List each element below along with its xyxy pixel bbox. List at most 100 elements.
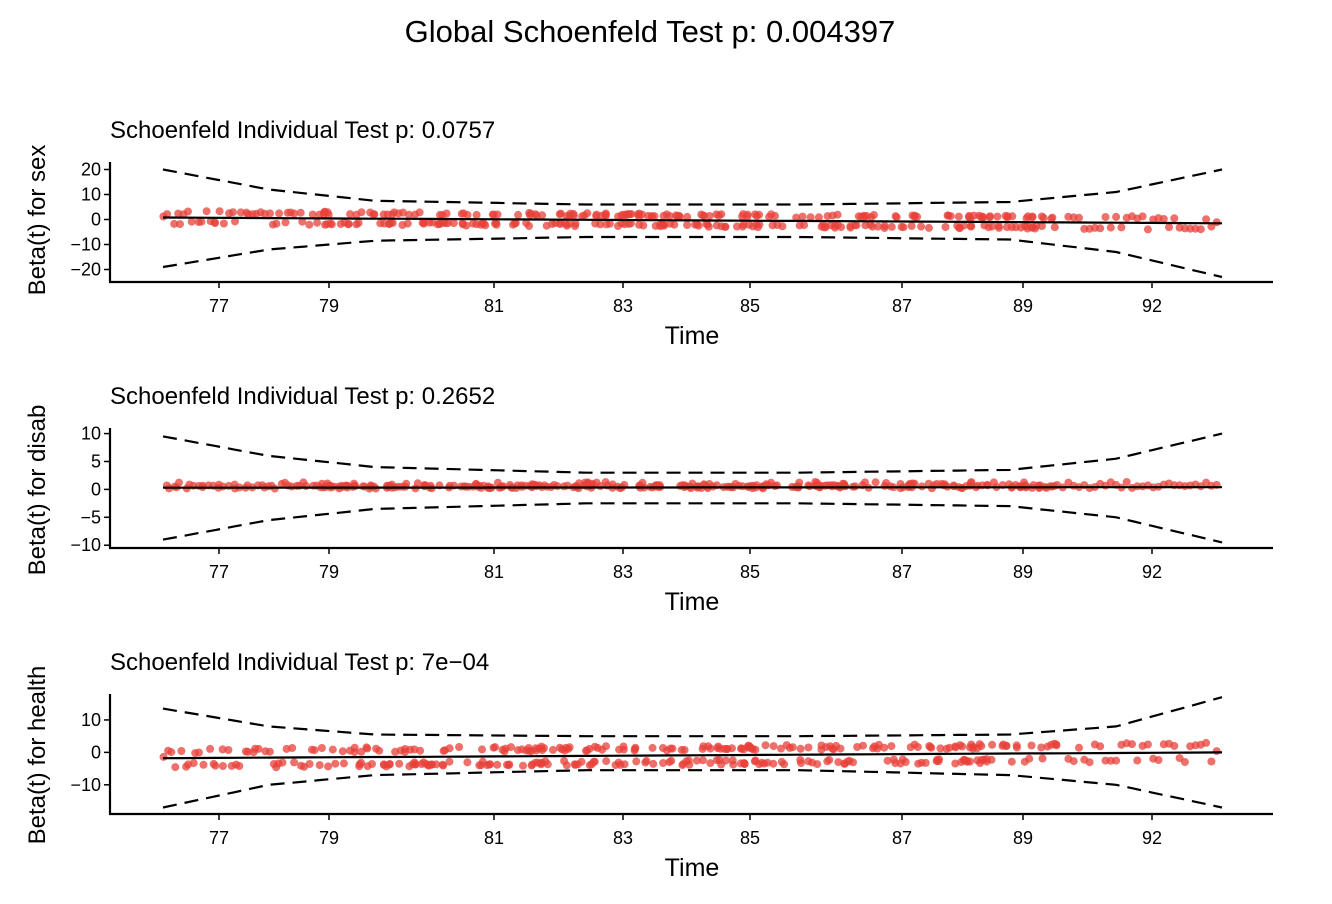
data-point: [266, 209, 274, 218]
y-tick-label: 10: [81, 710, 101, 730]
data-point: [243, 747, 252, 756]
data-point: [755, 210, 764, 219]
data-point: [449, 219, 458, 228]
data-point: [1047, 740, 1056, 749]
data-point: [1096, 742, 1105, 751]
fit-line: [162, 216, 1223, 225]
panel-3: Schoenfeld Individual Test p: 7e−04 Beta(…: [24, 649, 1273, 882]
data-point: [908, 479, 917, 488]
data-point: [206, 744, 215, 753]
data-point: [527, 761, 536, 770]
data-point: [913, 212, 922, 221]
data-point: [883, 756, 892, 765]
data-point: [869, 211, 878, 219]
data-point: [834, 758, 843, 767]
data-point: [1138, 212, 1147, 221]
data-point: [761, 741, 770, 750]
data-point: [744, 741, 753, 750]
y-tick-label: 0: [91, 742, 101, 762]
data-point: [1007, 757, 1016, 766]
data-point: [254, 744, 263, 753]
data-point: [176, 220, 184, 229]
data-point: [849, 758, 857, 767]
data-point: [887, 222, 896, 231]
data-point: [924, 223, 933, 232]
data-point: [642, 756, 651, 765]
data-point: [514, 210, 523, 219]
data-point: [272, 219, 281, 228]
data-point: [571, 482, 580, 491]
data-point: [525, 222, 533, 230]
data-point: [385, 760, 394, 768]
data-point: [491, 219, 499, 228]
data-point: [620, 760, 629, 769]
data-point: [649, 759, 658, 768]
data-point: [966, 214, 975, 223]
y-axis-title: Beta(t) for disab: [24, 405, 51, 576]
data-point: [419, 758, 428, 767]
data-point: [1212, 747, 1221, 756]
data-point: [683, 212, 692, 221]
data-point: [1128, 740, 1136, 749]
data-point: [1117, 223, 1126, 232]
data-point: [777, 744, 785, 753]
data-point: [290, 758, 299, 767]
data-point: [455, 743, 464, 751]
data-point: [985, 213, 994, 222]
data-point: [853, 743, 862, 751]
data-point: [659, 759, 668, 767]
data-point: [1027, 741, 1036, 750]
y-axis-title: Beta(t) for sex: [24, 145, 51, 296]
data-point: [692, 756, 701, 765]
data-point: [352, 220, 361, 229]
x-tick-label: 79: [319, 296, 339, 316]
data-point: [668, 744, 677, 753]
x-tick-label: 81: [484, 562, 504, 582]
data-point: [578, 212, 587, 221]
data-point: [644, 211, 653, 220]
data-point: [978, 213, 987, 222]
data-point: [211, 219, 220, 227]
data-point: [326, 219, 335, 228]
data-point: [1112, 212, 1121, 221]
data-point: [1048, 213, 1057, 222]
data-point: [1023, 224, 1032, 233]
data-point: [846, 223, 855, 232]
data-point: [808, 758, 817, 767]
data-point: [1075, 213, 1083, 222]
data-point: [796, 756, 805, 764]
data-point: [1154, 756, 1163, 764]
data-point: [167, 748, 176, 757]
data-point: [383, 210, 392, 219]
data-point: [697, 210, 706, 219]
data-point: [951, 759, 960, 768]
data-point: [305, 220, 314, 229]
data-point: [402, 479, 411, 488]
data-point: [281, 218, 290, 227]
y-tick-label: 20: [81, 160, 101, 180]
data-point: [777, 757, 786, 766]
data-point: [298, 217, 307, 226]
data-point: [814, 213, 823, 222]
data-point: [1207, 757, 1216, 766]
x-tick-label: 77: [209, 828, 229, 848]
data-point: [585, 744, 594, 753]
data-point: [346, 746, 354, 755]
data-point: [587, 760, 596, 769]
data-point: [699, 480, 708, 489]
data-point: [840, 759, 849, 768]
data-point: [346, 210, 355, 219]
data-point: [907, 222, 916, 230]
data-point: [463, 758, 472, 767]
data-point: [945, 743, 954, 752]
x-tick-label: 81: [484, 828, 504, 848]
x-tick-label: 89: [1013, 562, 1033, 582]
data-point: [323, 208, 332, 217]
data-point: [549, 745, 557, 754]
data-point: [202, 207, 211, 216]
data-point: [1196, 225, 1205, 234]
data-point: [995, 223, 1003, 232]
data-point: [880, 221, 889, 230]
